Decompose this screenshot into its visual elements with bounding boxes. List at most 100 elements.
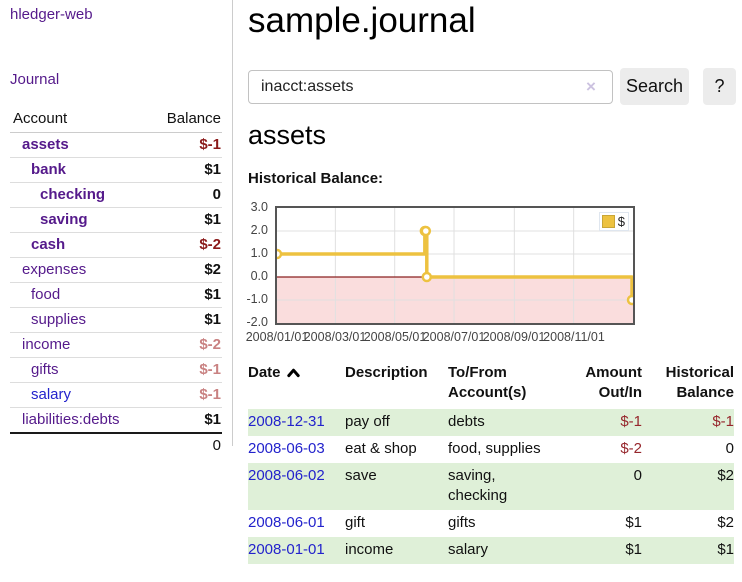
- transaction-account: saving, checking: [448, 467, 508, 504]
- account-link-cash[interactable]: cash: [31, 236, 66, 253]
- transaction-row: 2008-12-31 pay off debts $-1 $-1: [248, 409, 734, 436]
- account-link-salary[interactable]: salary: [31, 386, 72, 403]
- legend-swatch-icon: [601, 215, 615, 228]
- account-balance: $-2: [148, 232, 222, 258]
- transaction-date-link[interactable]: 2008-01-01: [248, 541, 325, 558]
- transaction-amount: $-2: [620, 440, 642, 457]
- account-balance: $1: [148, 282, 222, 308]
- y-tick-label: 1.0: [250, 246, 268, 260]
- transaction-description: gift: [345, 514, 366, 531]
- account-heading: assets: [248, 120, 327, 150]
- transaction-balance: $-1: [712, 413, 734, 430]
- account-link-food[interactable]: food: [31, 286, 61, 303]
- account-row-assets: assets $-1: [10, 132, 222, 158]
- transaction-balance: $2: [717, 514, 734, 531]
- account-balance: $-1: [148, 357, 222, 383]
- accounts-header-row: Account Balance: [10, 106, 222, 133]
- y-tick-label: 2.0: [250, 223, 268, 237]
- accounts-header-account: Account: [10, 106, 149, 133]
- search-button[interactable]: Search: [620, 68, 689, 105]
- account-link-bank[interactable]: bank: [31, 161, 67, 178]
- account-row-checking: checking 0: [10, 182, 222, 208]
- accounts-total-value: 0: [148, 432, 222, 458]
- account-row-saving: saving $1: [10, 207, 222, 233]
- account-link-liabilities-debts[interactable]: liabilities:debts: [22, 411, 120, 428]
- account-row-supplies: supplies $1: [10, 307, 222, 333]
- app-title-link[interactable]: hledger-web: [10, 6, 93, 23]
- account-balance: $-1: [148, 132, 222, 158]
- account-link-gifts[interactable]: gifts: [31, 361, 59, 378]
- transaction-row: 2008-06-03 eat & shop food, supplies $-2…: [248, 436, 734, 463]
- historical-balance-chart: $: [275, 206, 635, 325]
- accounts-total-row: 0: [10, 432, 222, 458]
- sort-ascending-icon: [286, 364, 300, 384]
- account-balance: $1: [148, 207, 222, 233]
- x-tick-label: 2008/01/01: [245, 330, 309, 344]
- column-header-description: Description: [345, 364, 428, 381]
- transaction-date-link[interactable]: 2008-06-03: [248, 440, 325, 457]
- transaction-date-link[interactable]: 2008-06-01: [248, 514, 325, 531]
- search-input[interactable]: [248, 70, 613, 104]
- transaction-balance: $1: [717, 541, 734, 558]
- transaction-row: 2008-06-01 gift gifts $1 $2: [248, 510, 734, 537]
- sidebar-item-journal[interactable]: Journal: [10, 71, 60, 88]
- x-tick-label: 2008/07/01: [422, 330, 486, 344]
- account-link-expenses[interactable]: expenses: [22, 261, 87, 278]
- transaction-amount: 0: [633, 467, 642, 484]
- help-button[interactable]: ?: [703, 68, 736, 105]
- chart-canvas: [277, 208, 633, 323]
- transaction-description: save: [345, 467, 377, 484]
- main-content: sample.journal × Search ? assets Histori…: [246, 0, 742, 582]
- account-link-supplies[interactable]: supplies: [31, 311, 87, 328]
- account-row-liabilities-debts: liabilities:debts $1: [10, 407, 222, 434]
- transaction-account: salary: [448, 541, 489, 558]
- transaction-date-link[interactable]: 2008-06-02: [248, 467, 325, 484]
- transaction-description: pay off: [345, 413, 390, 430]
- transaction-amount: $1: [625, 514, 642, 531]
- account-row-food: food $1: [10, 282, 222, 308]
- transaction-balance: 0: [725, 440, 734, 457]
- transaction-row: 2008-06-02 save saving, checking 0 $2: [248, 463, 734, 510]
- chart-legend: $: [598, 212, 629, 231]
- transaction-description: eat & shop: [345, 440, 417, 457]
- transaction-account: gifts: [448, 514, 476, 531]
- x-tick-label: 2008/05/01: [363, 330, 427, 344]
- page-title: sample.journal: [248, 1, 476, 40]
- transaction-account: food, supplies: [448, 440, 541, 457]
- legend-label: $: [617, 214, 625, 229]
- x-tick-label: 2008/11/01: [543, 330, 605, 344]
- transaction-row: 2008-01-01 income salary $1 $1: [248, 537, 734, 564]
- account-row-income: income $-2: [10, 332, 222, 358]
- transaction-date-link[interactable]: 2008-12-31: [248, 413, 325, 430]
- account-balance: $1: [148, 307, 222, 333]
- account-link-income[interactable]: income: [22, 336, 71, 353]
- account-row-bank: bank $1: [10, 157, 222, 183]
- account-balance: $-2: [148, 332, 222, 358]
- x-tick-label: 2008/03/01: [303, 330, 367, 344]
- account-balance: 0: [148, 182, 222, 208]
- y-tick-label: 0.0: [250, 269, 268, 283]
- x-tick-label: 2008/09/01: [482, 330, 546, 344]
- clear-search-icon[interactable]: ×: [586, 77, 596, 96]
- account-row-salary: salary $-1: [10, 382, 222, 408]
- column-header-date[interactable]: Date: [248, 361, 345, 409]
- accounts-table: Account Balance assets $-1 bank $1 check…: [10, 106, 222, 458]
- y-tick-label: -2.0: [246, 315, 268, 329]
- account-balance: $-1: [148, 382, 222, 408]
- transaction-account: debts: [448, 413, 485, 430]
- account-link-saving[interactable]: saving: [40, 211, 88, 228]
- y-tick-label: 3.0: [250, 200, 268, 214]
- sidebar: hledger-web Journal Account Balance asse…: [0, 0, 233, 458]
- transaction-description: income: [345, 541, 394, 558]
- y-tick-label: -1.0: [246, 292, 268, 306]
- column-header-balance: Historical Balance: [665, 364, 734, 401]
- transaction-amount: $1: [625, 541, 642, 558]
- account-row-gifts: gifts $-1: [10, 357, 222, 383]
- column-header-account: To/From Account(s): [448, 364, 527, 401]
- account-balance: $1: [148, 407, 222, 434]
- account-row-expenses: expenses $2: [10, 257, 222, 283]
- account-link-assets[interactable]: assets: [22, 136, 69, 153]
- account-balance: $2: [148, 257, 222, 283]
- account-link-checking[interactable]: checking: [40, 186, 106, 203]
- chart-title: Historical Balance:: [248, 170, 384, 187]
